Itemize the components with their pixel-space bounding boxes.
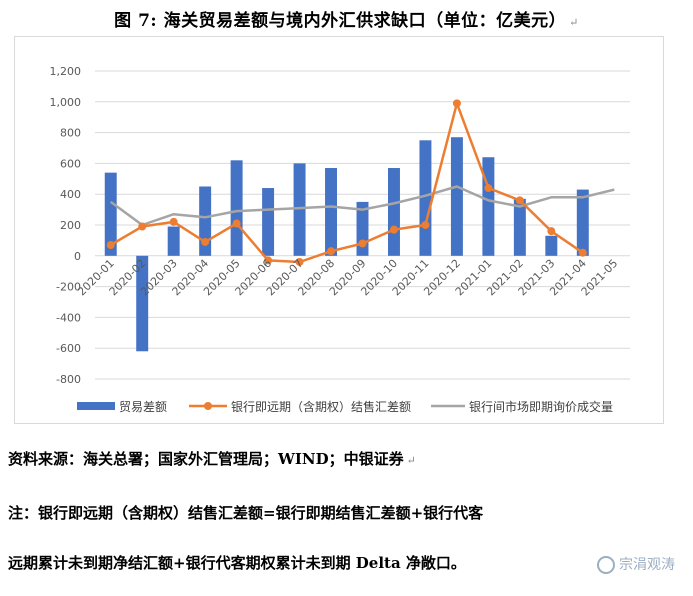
legend-bar-swatch [77, 402, 115, 410]
bar [230, 160, 243, 256]
bar [262, 188, 275, 256]
y-tick-label: -400 [56, 311, 81, 324]
y-tick-label: -600 [56, 342, 81, 355]
line-marker [578, 248, 587, 257]
chart-frame: -800 -600 -400 -200 0 200 400 600 800 1,000 1,200 2… [14, 36, 664, 424]
y-tick-label: -200 [56, 281, 81, 294]
watermark-logo-icon [597, 556, 615, 574]
bar [576, 189, 589, 256]
y-tick-label: 800 [60, 127, 81, 140]
legend-label: 银行即远期（含期权）结售汇差额 [231, 399, 411, 414]
line-marker [138, 222, 147, 231]
watermark-text: 宗涓观涛 [619, 557, 675, 573]
source-text: 资料来源：海关总署；国家外汇管理局；WIND；中银证券 [8, 450, 404, 468]
bar [104, 172, 117, 256]
y-tick-label: 1,000 [50, 96, 82, 109]
legend-label: 贸易差额 [119, 400, 167, 414]
y-tick-label: 1,200 [50, 65, 82, 78]
legend-label: 银行间市场即期询价成交量 [469, 399, 613, 414]
bar [293, 163, 306, 256]
series-line-interbank-volume [109, 185, 615, 227]
bar [450, 137, 463, 256]
y-tick-label: 600 [60, 157, 81, 170]
bar [482, 157, 495, 256]
line-marker [169, 217, 178, 226]
line-marker [547, 227, 556, 236]
line-marker [327, 247, 336, 256]
line-marker [389, 225, 398, 234]
line-marker [232, 219, 241, 228]
line-marker [295, 257, 304, 266]
y-tick-label: -800 [56, 373, 81, 386]
pilcrow-mark: ↵ [569, 16, 579, 29]
line-marker [358, 239, 367, 248]
footnote-line-2: 远期累计未到期净结汇额+银行代客期权累计未到期 Delta 净敞口。 [8, 554, 466, 572]
figure-title: 图 7: 海关贸易差额与境内外汇供求缺口（单位：亿美元） ↵ [0, 6, 693, 31]
bar [545, 235, 558, 256]
line-marker [201, 237, 210, 246]
bar [419, 140, 432, 256]
bar [513, 198, 526, 256]
bar [356, 201, 369, 256]
watermark: 宗涓观涛 [597, 554, 675, 574]
figure-title-text: 图 7: 海关贸易差额与境内外汇供求缺口（单位：亿美元） [114, 11, 567, 31]
bar [136, 255, 149, 352]
bar [167, 226, 180, 256]
source-note: 资料来源：海关总署；国家外汇管理局；WIND；中银证券 ↵ [8, 448, 416, 469]
bar [199, 186, 212, 256]
y-tick-label: 200 [60, 219, 81, 232]
y-tick-label: 400 [60, 188, 81, 201]
line-marker [515, 196, 524, 205]
bar [387, 168, 400, 256]
y-tick-label: 0 [74, 250, 81, 263]
line-marker [452, 99, 461, 108]
line-marker [264, 256, 273, 265]
chart-svg: -800-600-400-20002004006008001,0001,2002… [50, 65, 630, 414]
line-marker [421, 221, 430, 229]
line-marker [484, 184, 493, 193]
line-marker [106, 241, 115, 250]
bar [325, 168, 338, 256]
series-line-bank-fx-balance [110, 102, 584, 264]
footnote-line-1: 注：银行即远期（含期权）结售汇差额=银行即期结售汇差额+银行代客 [8, 504, 484, 522]
legend-marker-swatch [204, 402, 212, 410]
pilcrow-mark: ↵ [406, 454, 416, 467]
legend: 贸易差额 银行即远期（含期权）结售汇差额 银行间市场即期询价成交量 [77, 399, 613, 414]
